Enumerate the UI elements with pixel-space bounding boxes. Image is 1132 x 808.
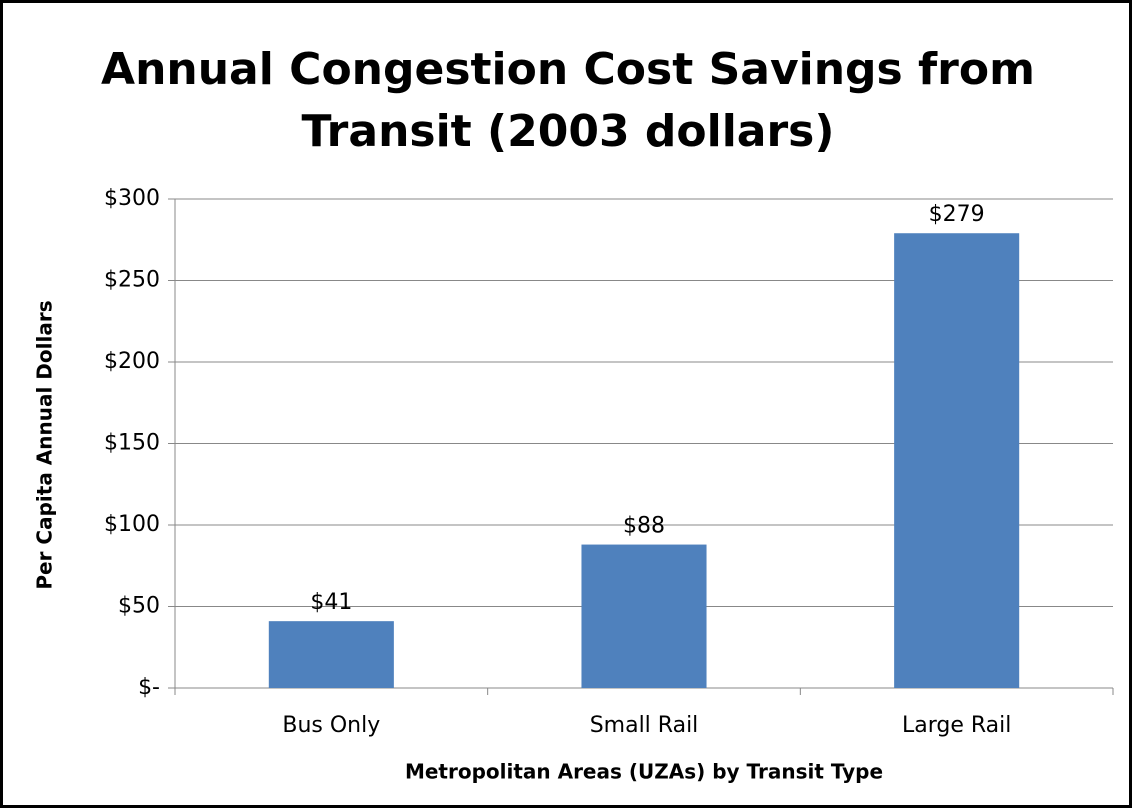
x-axis-title: Metropolitan Areas (UZAs) by Transit Typ… bbox=[405, 760, 883, 784]
x-tick-label: Small Rail bbox=[590, 713, 699, 738]
chart-title: Transit (2003 dollars) bbox=[302, 106, 835, 157]
bar bbox=[581, 544, 707, 688]
bar bbox=[268, 621, 394, 688]
y-tick-label: $200 bbox=[104, 349, 160, 374]
y-tick-label: $300 bbox=[104, 186, 160, 211]
x-tick-label: Bus Only bbox=[282, 713, 380, 738]
y-tick-label: $50 bbox=[118, 594, 160, 619]
y-tick-label: $150 bbox=[104, 431, 160, 456]
data-label: $88 bbox=[623, 514, 665, 539]
data-label: $41 bbox=[310, 590, 352, 615]
y-tick-label: $100 bbox=[104, 512, 160, 537]
y-axis-title: Per Capita Annual Dollars bbox=[33, 300, 57, 589]
data-label: $279 bbox=[929, 202, 985, 227]
y-tick-label: $- bbox=[138, 675, 160, 700]
y-tick-label: $250 bbox=[104, 268, 160, 293]
x-tick-label: Large Rail bbox=[902, 713, 1011, 738]
bar bbox=[894, 233, 1020, 689]
chart-title: Annual Congestion Cost Savings from bbox=[101, 44, 1035, 95]
